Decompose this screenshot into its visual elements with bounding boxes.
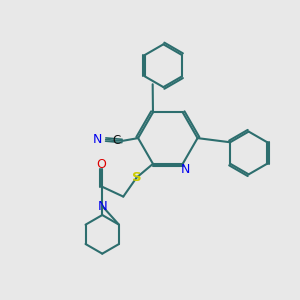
Text: O: O xyxy=(96,158,106,171)
Text: N: N xyxy=(98,200,107,213)
Text: N: N xyxy=(93,133,102,146)
Text: N: N xyxy=(180,163,190,176)
Text: S: S xyxy=(132,171,141,184)
Text: C: C xyxy=(112,134,121,147)
